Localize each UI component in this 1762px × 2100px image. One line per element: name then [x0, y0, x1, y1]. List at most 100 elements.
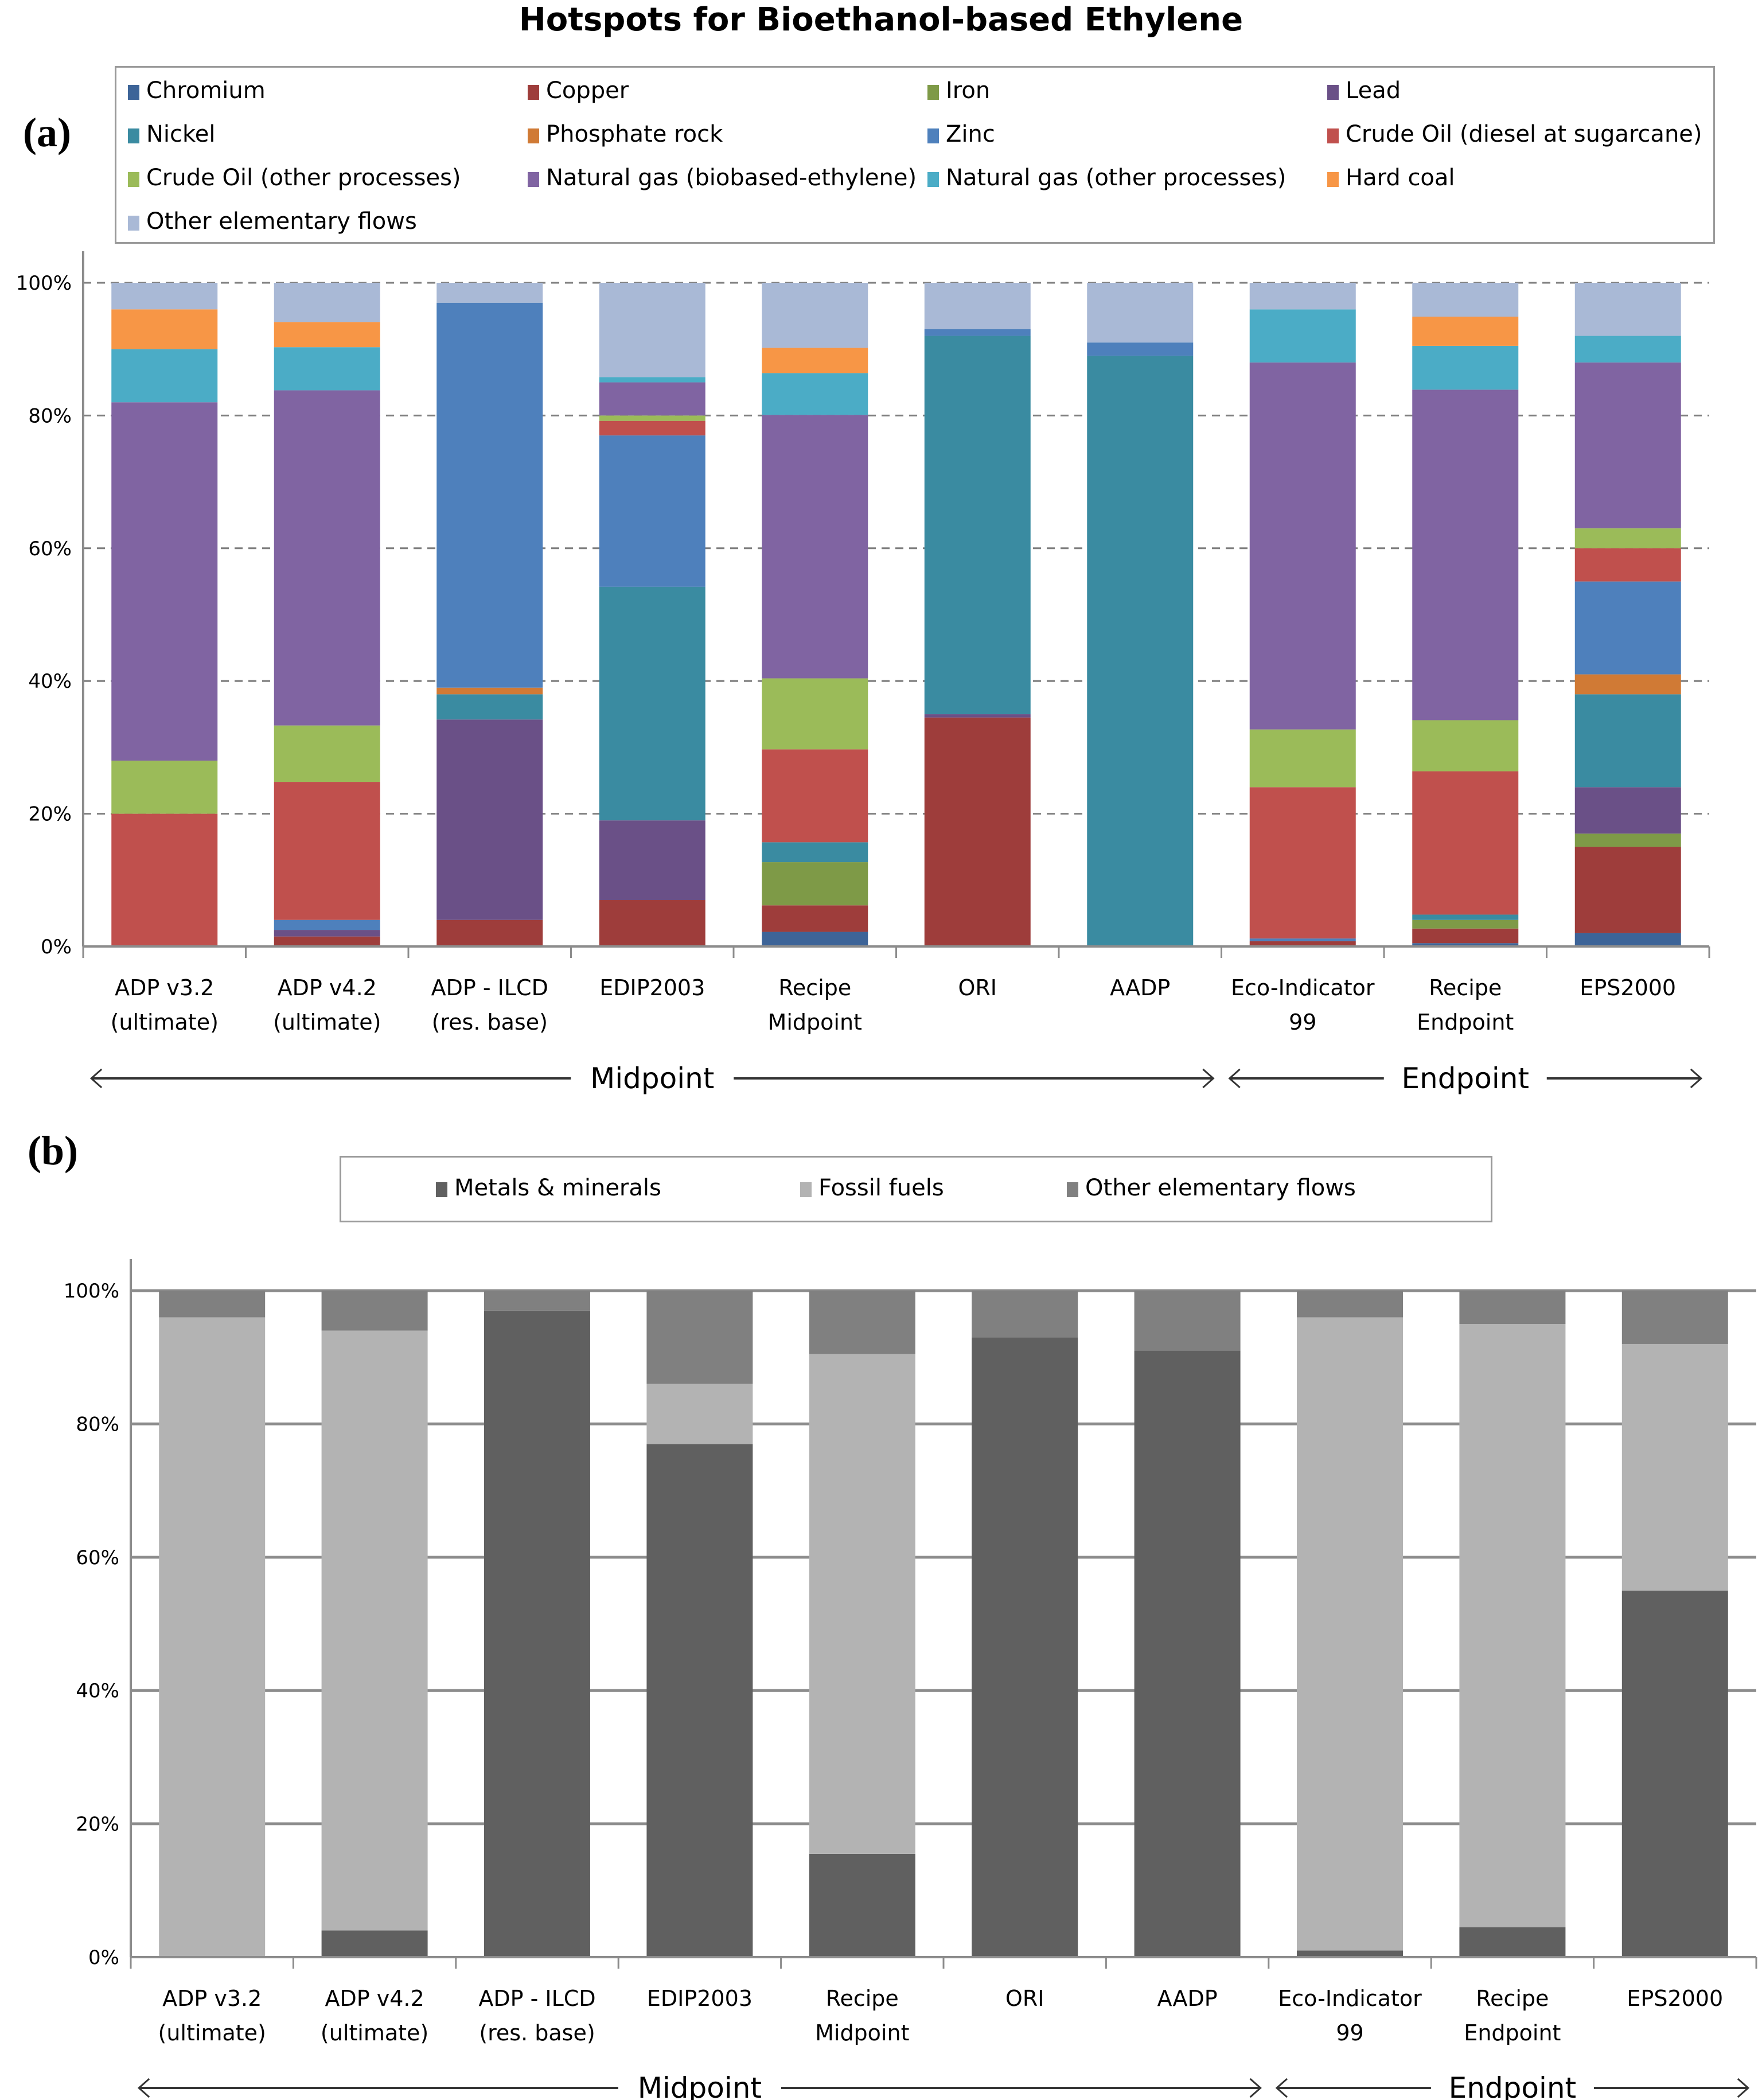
b-bar-segment-fossil-fuels	[1297, 1317, 1403, 1951]
a-bar-segment-iron	[762, 862, 868, 906]
a-bar-segment-copper	[762, 905, 868, 932]
a-bar-segment-nickel	[599, 586, 705, 821]
a-bar-segment-copper	[436, 920, 543, 946]
a-x-tick-label: Recipe	[778, 975, 851, 1000]
a-bar-segment-natural-gas-other-processes	[762, 373, 868, 415]
a-x-tick-label: (ultimate)	[273, 1010, 381, 1035]
legend-swatch	[528, 172, 539, 187]
a-bar-segment-crude-oil-diesel-at-sugarcane	[599, 420, 705, 436]
a-y-tick-label: 40%	[28, 670, 72, 693]
b-bar-segment-other-elementary-flows	[484, 1291, 590, 1311]
a-bar-segment-natural-gas-other-processes	[274, 347, 380, 391]
a-bar-segment-other-elementary-flows	[436, 283, 543, 303]
a-bar-segment-crude-oil-other-processes	[1249, 729, 1356, 788]
b-x-tick-label: ORI	[1005, 1986, 1044, 2011]
a-bar-segment-other-elementary-flows	[924, 283, 1031, 329]
a-bar-segment-natural-gas-biobased-ethylene	[762, 415, 868, 679]
b-bar-segment-metals-minerals	[1297, 1950, 1403, 1957]
a-bar-segment-copper	[599, 900, 705, 946]
b-x-tick-label: ADP - ILCD	[478, 1986, 595, 2011]
b-x-tick-label: AADP	[1157, 1986, 1217, 2011]
a-bar-segment-nickel	[1412, 914, 1519, 920]
a-bar-segment-iron	[1412, 920, 1519, 929]
a-x-tick-label: (ultimate)	[111, 1010, 219, 1035]
legend-item-natural-gas-biobased-ethylene: Natural gas (biobased-ethylene)	[528, 163, 917, 192]
legend-swatch	[436, 1182, 447, 1197]
legend-item-crude-oil-other-processes: Crude Oil (other processes)	[128, 163, 461, 192]
a-x-tick-label: 99	[1289, 1010, 1316, 1035]
a-bar-segment-copper	[924, 717, 1031, 946]
legend-label: Phosphate rock	[546, 121, 723, 147]
a-bar-segment-natural-gas-biobased-ethylene	[1249, 362, 1356, 730]
b-bar-segment-other-elementary-flows	[646, 1291, 753, 1384]
a-bar-segment-zinc	[274, 920, 380, 930]
legend-item-phosphate-rock: Phosphate rock	[528, 120, 723, 149]
b-arrowhead-left-icon	[137, 2078, 150, 2098]
legend-item-iron: Iron	[927, 76, 990, 105]
a-bar-segment-nickel	[1087, 356, 1194, 946]
a-bar-segment-zinc	[1087, 342, 1194, 356]
legend-item-chromium: Chromium	[128, 76, 266, 105]
a-bar-segment-nickel	[1574, 694, 1681, 788]
a-bar-segment-other-elementary-flows	[1249, 283, 1356, 310]
a-bar-segment-natural-gas-other-processes	[1412, 345, 1519, 390]
a-arrowhead-right-icon	[1690, 1068, 1703, 1089]
a-bar-segment-crude-oil-other-processes	[111, 761, 218, 814]
a-x-tick-label: ADP - ILCD	[431, 975, 548, 1000]
legend-item-natural-gas-other-processes: Natural gas (other processes)	[927, 163, 1286, 192]
a-x-tick-label: ADP v3.2	[115, 975, 214, 1000]
b-x-tick-label: (ultimate)	[158, 2020, 266, 2046]
b-x-tick-label: Endpoint	[1464, 2020, 1561, 2046]
a-bar-segment-crude-oil-diesel-at-sugarcane	[274, 782, 380, 920]
b-arrowhead-right-icon	[1737, 2078, 1750, 2098]
legend-label: Lead	[1346, 77, 1401, 104]
b-bar-segment-other-elementary-flows	[159, 1291, 266, 1318]
a-bar-segment-crude-oil-diesel-at-sugarcane	[1574, 548, 1681, 582]
legend-item-zinc: Zinc	[927, 120, 995, 149]
b-x-tick-label: EDIP2003	[647, 1986, 753, 2011]
a-x-tick-label: EDIP2003	[599, 975, 705, 1000]
a-bar-segment-lead	[436, 719, 543, 920]
a-bar-segment-crude-oil-other-processes	[1412, 720, 1519, 772]
a-bar-segment-zinc	[1249, 938, 1356, 941]
a-bar-segment-crude-oil-other-processes	[762, 678, 868, 750]
b-y-tick-label: 100%	[64, 1280, 119, 1303]
legend-swatch	[128, 85, 139, 100]
b-bar-segment-other-elementary-flows	[1459, 1291, 1566, 1324]
panel-label-a: (a)	[23, 110, 71, 155]
legend-swatch	[1327, 172, 1339, 187]
a-bar-segment-other-elementary-flows	[1574, 283, 1681, 336]
legend-item-other-elementary-flows: Other elementary flows	[1067, 1174, 1356, 1202]
legend-label: Hard coal	[1346, 165, 1455, 191]
b-bar-segment-fossil-fuels	[159, 1317, 266, 1957]
b-bar-segment-fossil-fuels	[1621, 1343, 1728, 1591]
a-bar-segment-other-elementary-flows	[1412, 283, 1519, 317]
a-bar-segment-copper	[1574, 847, 1681, 933]
b-bar-segment-metals-minerals	[1134, 1350, 1241, 1957]
b-x-tick-label: ADP v3.2	[162, 1986, 262, 2011]
b-group-label-endpoint: Endpoint	[1449, 2071, 1577, 2100]
a-x-tick-label: Midpoint	[768, 1010, 862, 1035]
b-arrowhead-right-icon	[1249, 2078, 1262, 2098]
a-bar-segment-natural-gas-other-processes	[1249, 309, 1356, 363]
a-bar-segment-zinc	[1574, 581, 1681, 675]
legend-swatch	[927, 128, 939, 143]
b-bar-segment-other-elementary-flows	[321, 1291, 428, 1331]
a-x-tick-label: ADP v4.2	[278, 975, 377, 1000]
legend-label: Copper	[546, 77, 629, 104]
a-bar-segment-phosphate-rock	[436, 687, 543, 695]
b-bar-segment-metals-minerals	[809, 1853, 915, 1957]
legend-swatch	[528, 128, 539, 143]
a-arrowhead-right-icon	[1202, 1068, 1215, 1089]
b-bar-segment-other-elementary-flows	[1297, 1291, 1403, 1318]
legend-item-lead: Lead	[1327, 76, 1401, 105]
a-bar-segment-lead	[1574, 787, 1681, 834]
a-bar-segment-natural-gas-other-processes	[111, 349, 218, 403]
a-bar-segment-hard-coal	[111, 309, 218, 349]
a-bar-segment-crude-oil-other-processes	[599, 415, 705, 421]
chart-title: Hotspots for Bioethanol-based Ethylene	[519, 1, 1243, 38]
a-y-tick-label: 0%	[41, 936, 72, 959]
legend-swatch	[528, 85, 539, 100]
a-bar-segment-natural-gas-biobased-ethylene	[274, 390, 380, 726]
a-x-tick-label: ORI	[958, 975, 997, 1000]
